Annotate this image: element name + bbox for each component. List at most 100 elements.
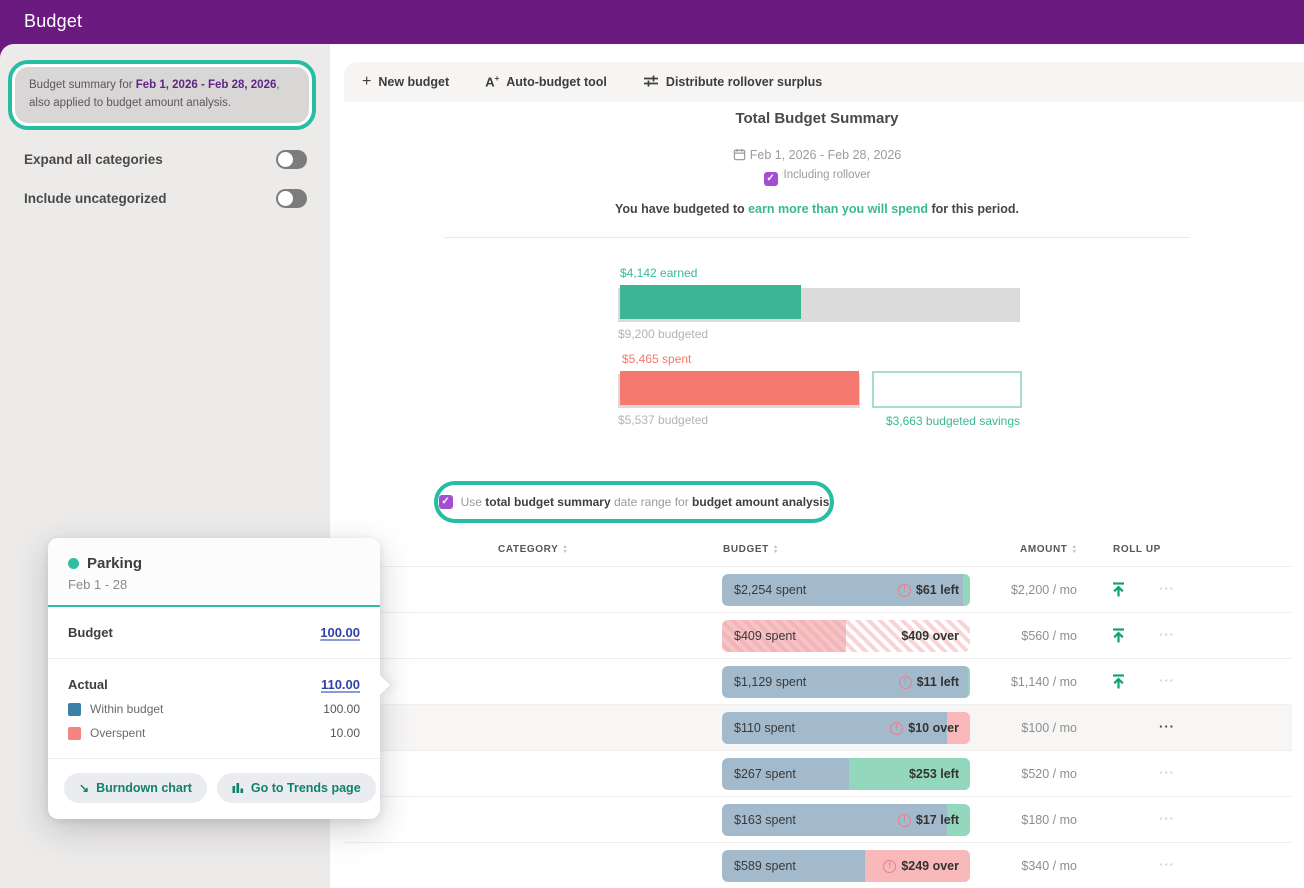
column-header-amount[interactable]: AMOUNT ▲ ▼ [1020,544,1078,555]
row-menu-dots[interactable]: ··· [1159,811,1175,826]
budget-bar[interactable]: $267 spent $253 left [722,758,970,790]
amount-cell[interactable]: $1,140 / mo [1010,675,1077,689]
table-row[interactable]: $110 spent ! $10 over $100 / mo ··· [344,705,1292,751]
table-row[interactable]: $267 spent $253 left $520 / mo ··· [344,751,1292,797]
row-menu-dots[interactable]: ··· [1159,719,1175,734]
bar-remainder-segment [849,758,970,790]
toggle-knob [278,152,293,167]
budget-bar[interactable]: $1,129 spent ! $11 left [722,666,970,698]
row-menu-dots[interactable]: ··· [1159,627,1175,642]
amount-cell[interactable]: $100 / mo [1021,721,1077,735]
budget-message: You have budgeted to earn more than you … [330,202,1304,216]
including-rollover-label: Including rollover [783,169,871,181]
expand-all-categories-toggle[interactable] [276,150,307,169]
actual-value-link[interactable]: 110.00 [320,677,360,692]
burndown-chart-button[interactable]: ↘ Burndown chart [64,773,207,803]
analysis-prefix: Use [460,495,486,509]
rollover-alert-icon: ! [897,813,911,827]
popover-actual-section: Actual 110.00 Within budget 100.00 Overs… [48,659,380,759]
table-row[interactable]: $409 spent $409 over $560 / mo ··· [344,613,1292,659]
bar-status: ! $11 left [898,666,959,698]
bar-remainder-segment [947,804,970,836]
auto-budget-tool-button[interactable]: A+ Auto-budget tool [485,75,607,89]
popover-budget-section: Budget 100.00 [48,607,380,659]
section-divider [444,237,1190,238]
overspent-swatch [68,726,81,740]
analysis-checkbox-highlight-ring: ✓ Use total budget summary date range fo… [434,481,834,523]
amount-cell[interactable]: $560 / mo [1021,629,1077,643]
bar-spent-label: $409 spent [734,629,796,643]
bar-spent-label: $2,254 spent [734,583,807,597]
budget-row-label: Budget [68,625,113,640]
row-menu-dots[interactable]: ··· [1159,857,1175,872]
category-popover: Parking Feb 1 - 28 Budget 100.00 Actual … [48,538,390,819]
table-row[interactable]: $163 spent ! $17 left $180 / mo ··· [344,797,1292,843]
go-to-trends-button[interactable]: Go to Trends page [216,773,376,803]
budget-bar[interactable]: $163 spent ! $17 left [722,804,970,836]
bar-remainder-segment [722,620,846,652]
earned-budget-track [618,285,1020,322]
amount-header-label: AMOUNT [1020,544,1068,555]
new-budget-label: New budget [378,75,450,89]
sort-icon: ▲ ▼ [772,544,779,555]
bar-remainder-segment [968,666,970,698]
analysis-bold-2: budget amount analysis [692,495,830,509]
bar-spent-label: $110 spent [734,721,795,735]
bar-status-label: $11 left [916,675,959,689]
within-budget-swatch [68,702,81,716]
distribute-rollover-label: Distribute rollover surplus [665,75,823,89]
analysis-note: Use total budget summary date range for … [461,495,830,509]
include-uncategorized-toggle[interactable] [276,189,307,208]
bar-remainder-segment [963,574,970,606]
budget-bar[interactable]: $589 spent ! $249 over [722,850,970,882]
bar-status: ! $10 over [890,712,959,744]
row-menu-dots[interactable]: ··· [1159,673,1175,688]
bar-spent-label: $267 spent [734,767,796,781]
table-row[interactable]: $1,129 spent ! $11 left $1,140 / mo ··· [344,659,1292,705]
amount-cell[interactable]: $340 / mo [1021,859,1077,873]
trends-icon [232,781,244,795]
use-summary-range-checkbox[interactable]: ✓ [438,495,453,509]
summary-date-range-row[interactable]: Feb 1, 2026 - Feb 28, 2026 [330,148,1304,162]
row-menu-dots[interactable]: ··· [1159,581,1175,596]
column-header-rollup: ROLL UP [1113,544,1161,555]
new-budget-button[interactable]: + New budget [362,74,449,90]
bar-status-label: $10 over [908,721,959,735]
column-header-budget[interactable]: BUDGET ▲ ▼ [723,544,779,555]
including-rollover-checkbox[interactable]: ✓ [763,172,778,186]
rollover-alert-icon: ! [890,721,904,735]
column-header-category[interactable]: CATEGORY ▲ ▼ [498,544,568,555]
rollup-icon[interactable] [1110,627,1128,645]
analysis-bold-1: total budget summary [485,495,611,509]
budget-value-link[interactable]: 100.00 [320,625,360,640]
budget-bar[interactable]: $2,254 spent ! $61 left [722,574,970,606]
expand-all-categories-label: Expand all categories [24,152,163,167]
rollover-alert-icon: ! [883,859,897,873]
message-prefix: You have budgeted to [615,202,749,216]
sort-icon: ▲ ▼ [562,544,569,555]
message-highlight: earn more than you will spend [748,202,929,216]
page-title: Budget [24,11,83,31]
rollup-icon[interactable] [1110,673,1128,691]
actual-row-label: Actual [68,677,108,692]
rollup-icon[interactable] [1110,581,1128,599]
table-row[interactable]: $589 spent ! $249 over $340 / mo ··· [344,843,1292,888]
auto-budget-label: Auto-budget tool [506,75,607,89]
amount-cell[interactable]: $520 / mo [1021,767,1077,781]
bar-remainder-segment [865,850,970,882]
bar-status: ! $249 over [883,850,959,882]
bar-status-label: $253 left [908,767,959,781]
table-row[interactable]: $2,254 spent ! $61 left $2,200 / mo ··· [344,567,1292,613]
overspent-value: 10.00 [329,726,360,740]
bar-status-label: $409 over [901,629,959,643]
amount-cell[interactable]: $180 / mo [1021,813,1077,827]
distribute-rollover-surplus-button[interactable]: Distribute rollover surplus [643,74,822,91]
row-menu-dots[interactable]: ··· [1159,765,1175,780]
amount-cell[interactable]: $2,200 / mo [1010,583,1077,597]
including-rollover-row: ✓ Including rollover [330,169,1304,186]
budget-bar[interactable]: $409 spent $409 over [722,620,970,652]
summary-note: Budget summary for Feb 1, 2026 - Feb 28,… [15,67,309,123]
budget-bar[interactable]: $110 spent ! $10 over [722,712,970,744]
message-suffix: for this period. [928,202,1019,216]
